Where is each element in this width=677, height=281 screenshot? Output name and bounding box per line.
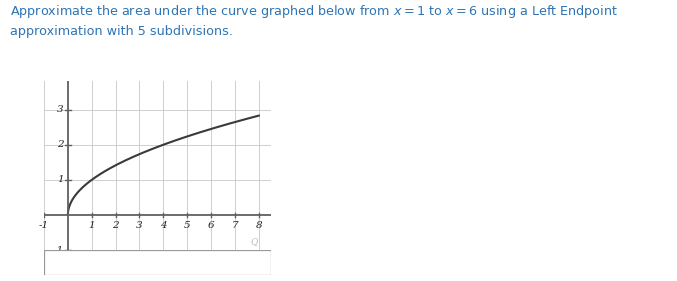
Text: 1: 1 [89,221,95,230]
Text: -1: -1 [53,246,64,255]
Text: 5: 5 [184,221,190,230]
FancyBboxPatch shape [44,250,271,275]
Text: 3: 3 [57,105,64,114]
Text: 2: 2 [112,221,119,230]
Text: 1: 1 [57,175,64,184]
Text: -1: -1 [39,221,49,230]
Text: 4: 4 [160,221,167,230]
Text: 7: 7 [232,221,238,230]
Text: Q: Q [250,237,258,246]
Text: Approximate the area under the curve graphed below from $x = 1$ to $x = 6$ using: Approximate the area under the curve gra… [10,3,618,38]
Text: 6: 6 [208,221,215,230]
Text: 2: 2 [57,140,64,149]
Text: 8: 8 [255,221,262,230]
Text: 3: 3 [136,221,143,230]
